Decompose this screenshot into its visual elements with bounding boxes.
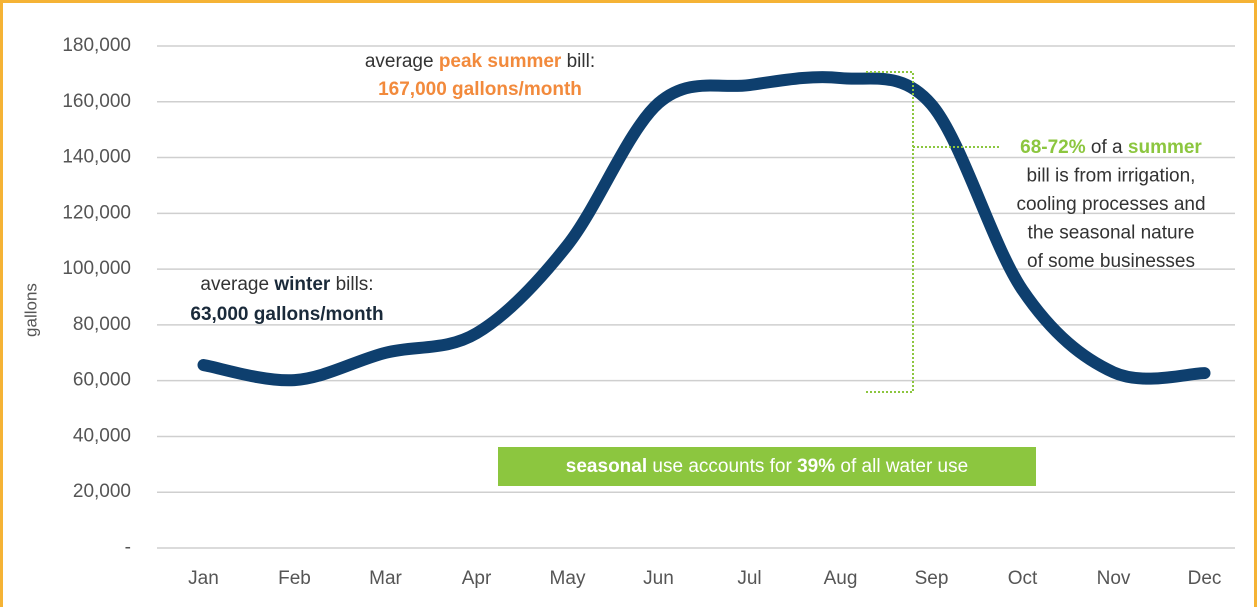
annotation: 167,000 gallons/month	[378, 79, 582, 100]
x-tick-label: Sep	[915, 568, 949, 589]
y-tick-label: 160,000	[62, 91, 131, 112]
y-tick-label: 120,000	[62, 202, 131, 223]
annotation-text: 68-72%	[1020, 137, 1086, 158]
annotation: bill is from irrigation,	[1027, 166, 1196, 187]
annotation-text: bill is from irrigation,	[1027, 166, 1196, 187]
annotation-text: average	[365, 51, 439, 72]
annotation-text: average	[200, 274, 274, 295]
x-tick-label: Oct	[1008, 568, 1038, 589]
annotation: 68-72% of a summer	[1020, 137, 1202, 158]
x-tick-label: Feb	[278, 568, 311, 589]
annotation-text: bills:	[330, 274, 373, 295]
y-tick-label: 20,000	[73, 481, 131, 502]
x-tick-label: Apr	[462, 568, 492, 589]
annotation-text: seasonal	[566, 456, 647, 477]
annotation: of some businesses	[1027, 251, 1195, 272]
x-tick-label: Jan	[188, 568, 219, 589]
y-tick-label: 140,000	[62, 147, 131, 168]
annotation-text: summer	[1128, 137, 1203, 158]
y-tick-label: 60,000	[73, 370, 131, 391]
annotation-text: 167,000 gallons/month	[378, 79, 582, 100]
annotation-text: of a	[1086, 137, 1128, 158]
bracket	[866, 71, 914, 393]
annotation-text: 63,000 gallons/month	[190, 304, 383, 325]
banner	[498, 447, 1036, 486]
x-tick-label: Mar	[369, 568, 402, 589]
annotation: seasonal use accounts for 39% of all wat…	[566, 456, 968, 477]
y-axis-label: gallons	[21, 283, 40, 337]
x-tick-label: Dec	[1188, 568, 1222, 589]
annotation-text: use accounts for	[647, 456, 797, 477]
annotation: the seasonal nature	[1028, 223, 1195, 244]
annotation-text: winter	[273, 274, 331, 295]
x-tick-label: Jun	[643, 568, 674, 589]
annotation: 63,000 gallons/month	[190, 304, 383, 325]
annotation-text: bill:	[561, 51, 595, 72]
y-tick-label: 180,000	[62, 35, 131, 56]
x-tick-label: Nov	[1097, 568, 1131, 589]
annotation-text: of all water use	[835, 456, 968, 477]
y-tick-label: -	[125, 537, 131, 558]
y-tick-label: 80,000	[73, 314, 131, 335]
y-tick-label: 100,000	[62, 258, 131, 279]
annotation: average winter bills:	[200, 274, 373, 295]
x-tick-label: Aug	[824, 568, 858, 589]
annotation-text: of some businesses	[1027, 251, 1195, 272]
annotation-text: the seasonal nature	[1028, 223, 1195, 244]
annotation-text: 39%	[797, 456, 835, 477]
annotation-text: peak summer	[439, 51, 562, 72]
annotation-text: cooling processes and	[1016, 194, 1205, 215]
annotation: average peak summer bill:	[365, 51, 595, 72]
x-tick-label: Jul	[737, 568, 761, 589]
data-line	[197, 71, 1211, 387]
y-tick-label: 40,000	[73, 425, 131, 446]
x-tick-label: May	[550, 568, 586, 589]
annotation: cooling processes and	[1016, 194, 1205, 215]
